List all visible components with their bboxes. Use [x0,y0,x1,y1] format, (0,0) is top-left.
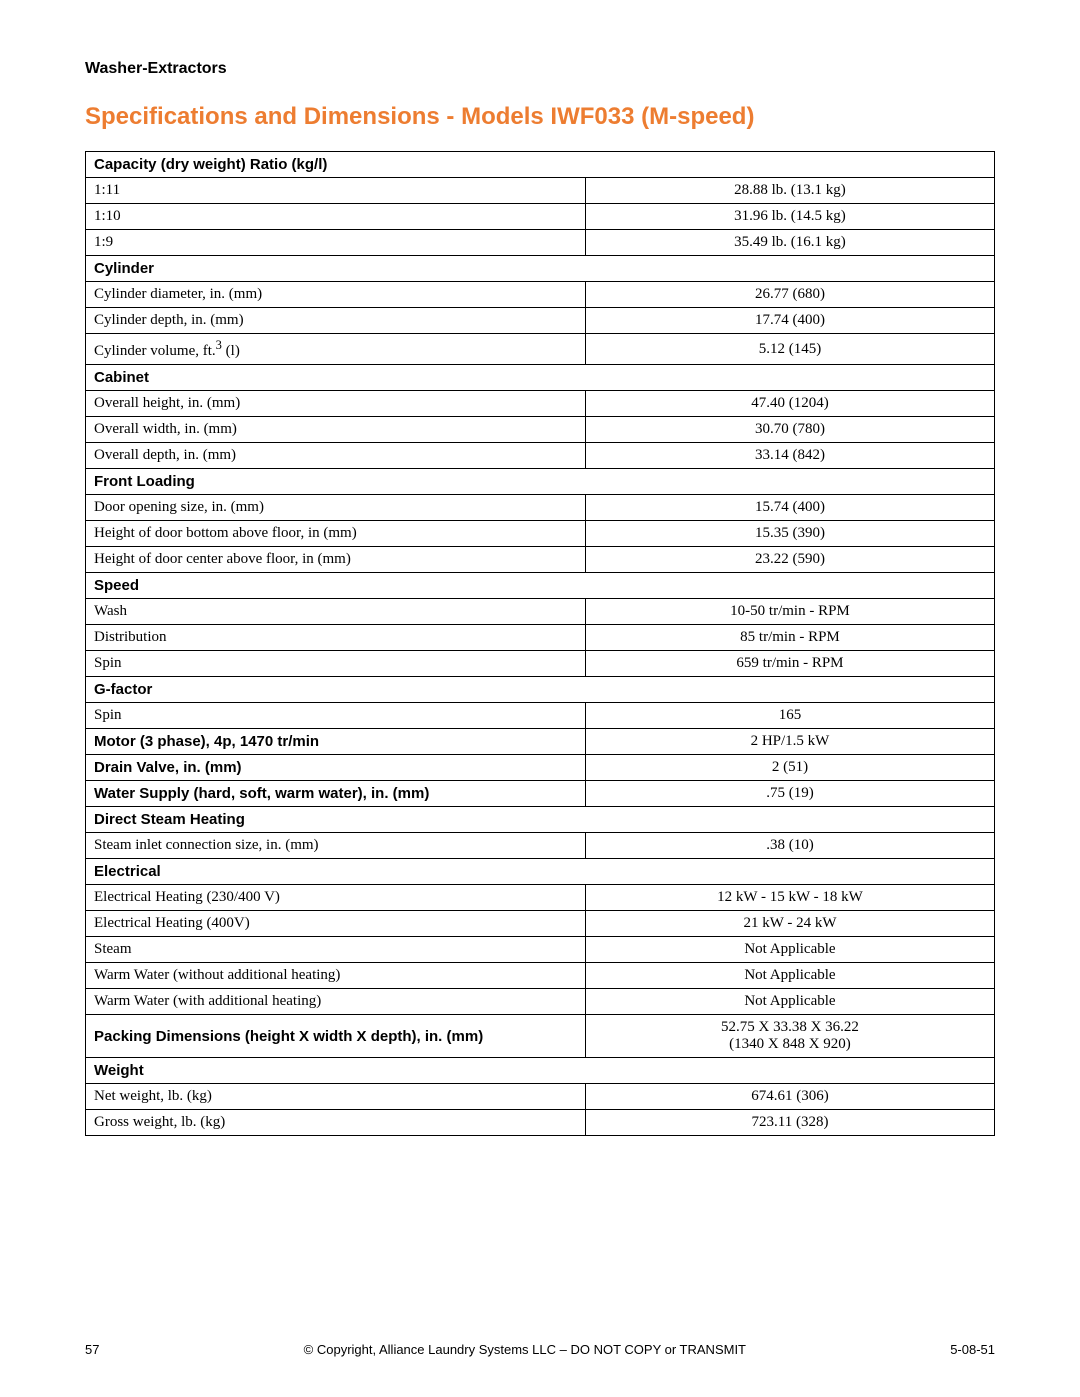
table-cell-value: 17.74 (400) [585,308,994,334]
table-cell-label: Wash [86,599,586,625]
page-number: 57 [85,1342,99,1357]
table-cell-label: Height of door bottom above floor, in (m… [86,521,586,547]
weight-header: Weight [86,1058,995,1084]
electrical-header: Electrical [86,859,995,885]
table-cell-value: 10-50 tr/min - RPM [585,599,994,625]
table-cell-label: Overall height, in. (mm) [86,391,586,417]
table-cell-label: Spin [86,703,586,729]
table-cell-label: Steam [86,937,586,963]
table-cell-value: Not Applicable [585,937,994,963]
table-cell-value: 674.61 (306) [585,1084,994,1110]
speed-header: Speed [86,573,995,599]
document-code: 5-08-51 [950,1342,995,1357]
table-cell-label: Warm Water (without additional heating) [86,963,586,989]
table-cell-value: 85 tr/min - RPM [585,625,994,651]
front-loading-header: Front Loading [86,469,995,495]
table-cell-label: Warm Water (with additional heating) [86,989,586,1015]
table-cell-label: 1:10 [86,204,586,230]
table-cell-label: Cylinder volume, ft.3 (l) [86,334,586,365]
table-cell-value: 28.88 lb. (13.1 kg) [585,178,994,204]
table-cell-label: 1:9 [86,230,586,256]
document-title: Specifications and Dimensions - Models I… [85,103,995,131]
table-cell-value: 23.22 (590) [585,547,994,573]
document-footer: 57 © Copyright, Alliance Laundry Systems… [85,1342,995,1357]
capacity-header: Capacity (dry weight) Ratio (kg/l) [86,152,995,178]
table-cell-label: Door opening size, in. (mm) [86,495,586,521]
table-cell-value: 26.77 (680) [585,282,994,308]
table-cell-label: Cylinder diameter, in. (mm) [86,282,586,308]
table-cell-label: Cylinder depth, in. (mm) [86,308,586,334]
table-cell-label: Electrical Heating (230/400 V) [86,885,586,911]
table-cell-value: 35.49 lb. (16.1 kg) [585,230,994,256]
table-cell-label: Overall width, in. (mm) [86,417,586,443]
motor-label: Motor (3 phase), 4p, 1470 tr/min [86,729,586,755]
table-cell-value: 12 kW - 15 kW - 18 kW [585,885,994,911]
table-cell-value: 15.74 (400) [585,495,994,521]
table-cell-label: Overall depth, in. (mm) [86,443,586,469]
table-cell-label: Distribution [86,625,586,651]
cylinder-header: Cylinder [86,256,995,282]
gfactor-header: G-factor [86,677,995,703]
table-cell-value: 47.40 (1204) [585,391,994,417]
table-cell-value: 33.14 (842) [585,443,994,469]
table-cell-value: Not Applicable [585,963,994,989]
water-supply-value: .75 (19) [585,781,994,807]
drain-valve-label: Drain Valve, in. (mm) [86,755,586,781]
table-cell-value: 165 [585,703,994,729]
direct-steam-header: Direct Steam Heating [86,807,995,833]
table-cell-value: 723.11 (328) [585,1110,994,1136]
copyright-text: © Copyright, Alliance Laundry Systems LL… [99,1342,950,1357]
table-cell-label: Height of door center above floor, in (m… [86,547,586,573]
table-cell-label: 1:11 [86,178,586,204]
table-cell-label: Gross weight, lb. (kg) [86,1110,586,1136]
table-cell-value: 5.12 (145) [585,334,994,365]
table-cell-value: 659 tr/min - RPM [585,651,994,677]
motor-value: 2 HP/1.5 kW [585,729,994,755]
table-cell-value: 15.35 (390) [585,521,994,547]
table-cell-value: Not Applicable [585,989,994,1015]
table-cell-value: .38 (10) [585,833,994,859]
specifications-table: Capacity (dry weight) Ratio (kg/l) 1:112… [85,151,995,1136]
table-cell-label: Electrical Heating (400V) [86,911,586,937]
table-cell-label: Net weight, lb. (kg) [86,1084,586,1110]
document-header: Washer-Extractors [85,60,995,78]
table-cell-label: Spin [86,651,586,677]
water-supply-label: Water Supply (hard, soft, warm water), i… [86,781,586,807]
drain-valve-value: 2 (51) [585,755,994,781]
table-cell-value: 21 kW - 24 kW [585,911,994,937]
table-cell-value: 30.70 (780) [585,417,994,443]
packing-label: Packing Dimensions (height X width X dep… [86,1015,586,1058]
packing-value: 52.75 X 33.38 X 36.22 (1340 X 848 X 920) [585,1015,994,1058]
cabinet-header: Cabinet [86,365,995,391]
table-cell-label: Steam inlet connection size, in. (mm) [86,833,586,859]
table-cell-value: 31.96 lb. (14.5 kg) [585,204,994,230]
